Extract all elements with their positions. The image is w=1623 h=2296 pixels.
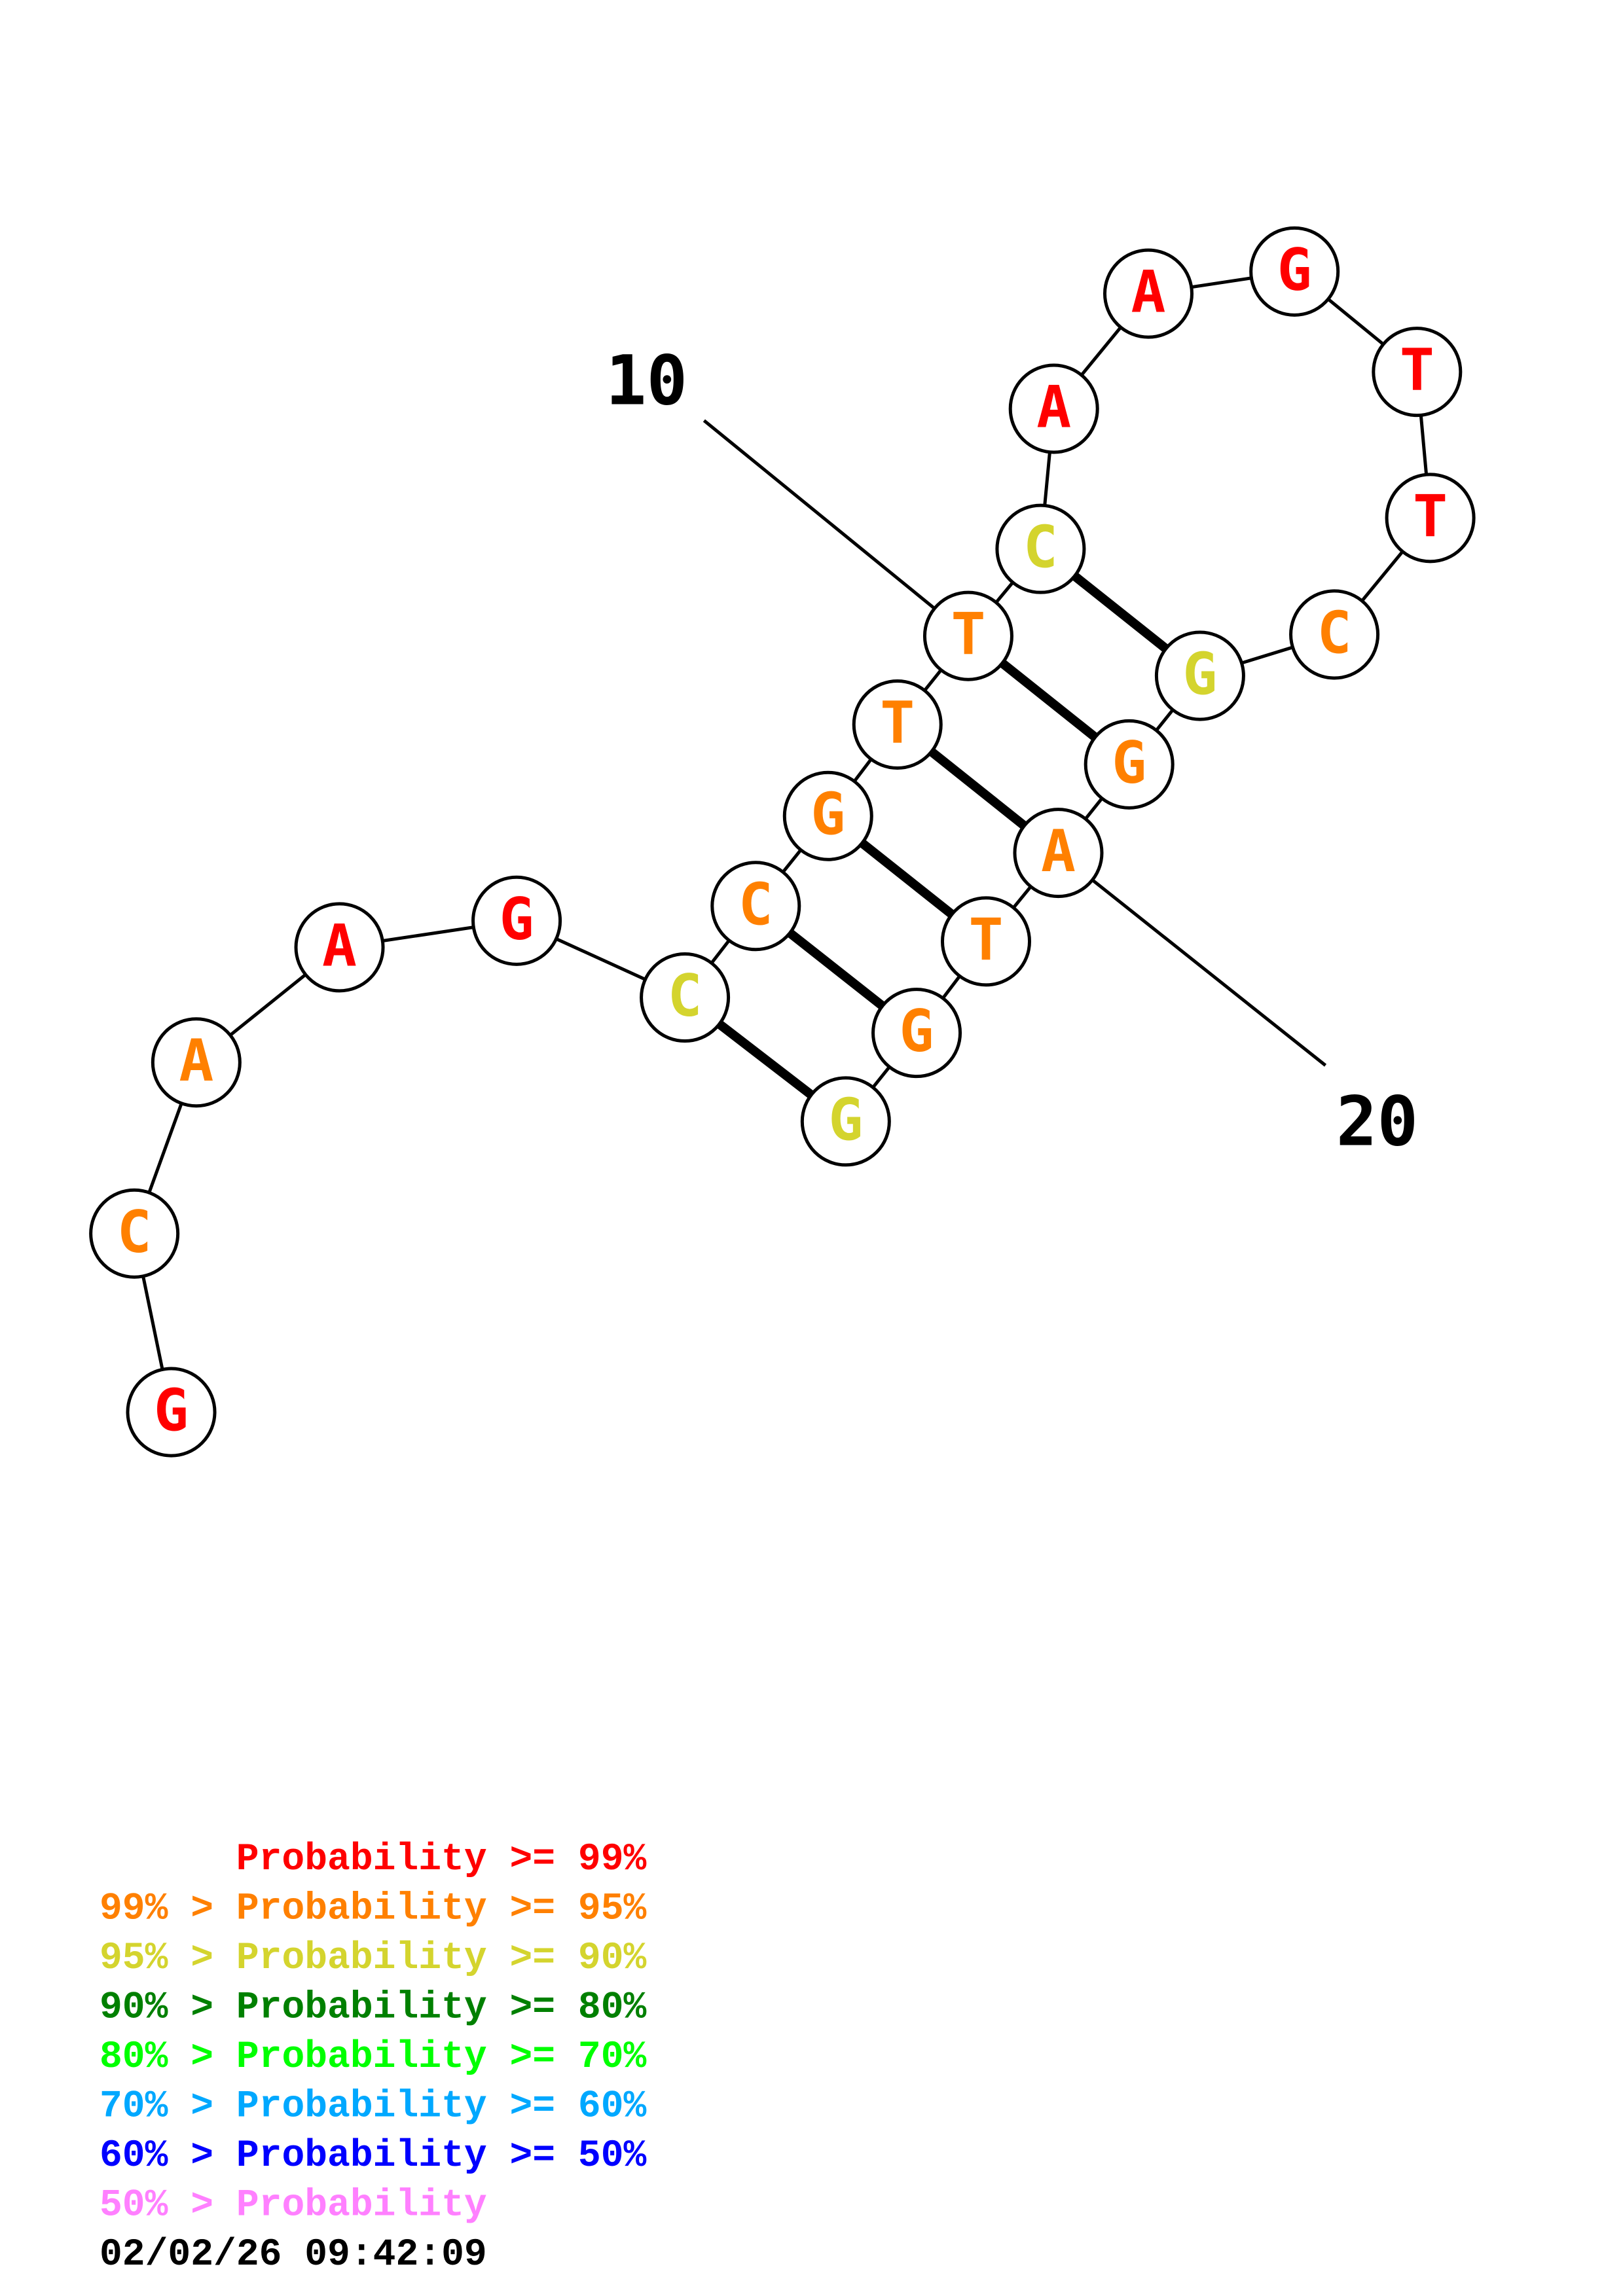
nucleotide-circle — [922, 590, 1013, 681]
nucleotide-circle — [940, 896, 1032, 987]
nucleotide-circle — [800, 1076, 891, 1167]
nucleotide: A — [1008, 363, 1099, 454]
position-label-layer: 10 20 — [606, 341, 1418, 1162]
nucleotide: C — [640, 952, 731, 1043]
nucleotide: G — [1249, 226, 1340, 317]
nucleotide: A — [1103, 248, 1194, 339]
legend-entry: Probability >= 99% — [236, 1839, 647, 1881]
nucleotide-base: G — [811, 781, 845, 848]
nucleotide-base: A — [1041, 817, 1076, 885]
nucleotide: T — [922, 590, 1013, 681]
timestamp: 02/02/26 09:42:09 — [100, 2234, 487, 2276]
nucleotide-circle — [151, 1017, 242, 1108]
legend-entry: 70% > Probability >= 60% — [100, 2086, 647, 2128]
nucleotide-circle — [1385, 473, 1476, 564]
nucleotide-base: G — [900, 997, 934, 1065]
nucleotide-circle — [1103, 248, 1194, 339]
nucleotide-base: A — [1131, 259, 1166, 326]
nucleotide-base: C — [1317, 599, 1352, 666]
nucleotide: C — [1289, 589, 1380, 680]
legend-entry: 50% > Probability — [100, 2185, 487, 2227]
nucleotide-circle — [294, 902, 385, 993]
nucleotide-base: G — [1277, 236, 1312, 304]
backbone-layer — [132, 270, 1432, 1413]
nucleotide: G — [126, 1367, 217, 1458]
probability-legend: Probability >= 99% 99% > Probability >= 9… — [100, 1839, 647, 2227]
nucleotide-base: A — [1036, 373, 1071, 440]
nucleotide-circle — [871, 988, 962, 1079]
nucleotide-circle — [640, 952, 731, 1043]
legend-entry: 99% > Probability >= 95% — [100, 1888, 647, 1931]
nucleotide-base: C — [1023, 514, 1058, 581]
nucleotide-base: G — [1112, 729, 1146, 797]
nucleotide-base: G — [154, 1377, 189, 1444]
nucleotide: G — [871, 988, 962, 1079]
position-label-lines — [702, 419, 1327, 1067]
nucleotide-circle — [1249, 226, 1340, 317]
nucleotide: T — [940, 896, 1032, 987]
position-label: 10 — [606, 341, 687, 421]
nucleotide: G — [471, 875, 562, 966]
nucleotide: A — [151, 1017, 242, 1108]
nucleotide: G — [782, 770, 873, 861]
legend-entry: 80% > Probability >= 70% — [100, 2036, 647, 2079]
nucleotide-circle — [1372, 327, 1463, 418]
nucleotide-circle — [710, 861, 801, 952]
nucleotide-base: C — [117, 1198, 152, 1266]
nucleotide-circle — [1289, 589, 1380, 680]
nucleotide-base: A — [322, 912, 357, 979]
legend-entry: 60% > Probability >= 50% — [100, 2135, 647, 2178]
nucleotide-circle — [89, 1188, 180, 1279]
nucleotide: T — [1385, 473, 1476, 564]
nucleotide: G — [1084, 719, 1175, 810]
nucleotide-circle — [1154, 630, 1245, 721]
nucleotide: A — [294, 902, 385, 993]
nucleotide-base: A — [179, 1027, 213, 1094]
position-label-line — [702, 419, 970, 637]
nucleotide-circle — [852, 679, 943, 770]
nucleotide-circle — [995, 503, 1086, 594]
nucleotide-base: T — [1413, 482, 1448, 550]
nucleotide-base: T — [880, 689, 915, 757]
nucleotide-circle — [1008, 363, 1099, 454]
nucleotide-circle — [782, 770, 873, 861]
nucleotide: C — [710, 861, 801, 952]
nucleotide-circle — [1013, 808, 1104, 899]
nucleotide-circle — [1084, 719, 1175, 810]
nucleotide-base: T — [951, 601, 985, 668]
nucleotide-circle — [471, 875, 562, 966]
legend-entry: 95% > Probability >= 90% — [100, 1937, 647, 1980]
position-label-line — [1057, 852, 1327, 1067]
nucleotide-base: G — [500, 886, 534, 953]
nucleotide: G — [800, 1076, 891, 1167]
nucleotide: A — [1013, 808, 1104, 899]
nucleotide-circle — [126, 1367, 217, 1458]
nucleotide-base: G — [1182, 641, 1217, 708]
nucleotide-base: T — [1400, 336, 1434, 404]
nucleotide: C — [995, 503, 1086, 594]
nucleotide-base: C — [668, 962, 702, 1030]
position-label: 20 — [1336, 1081, 1418, 1161]
nucleotide-base: C — [739, 870, 773, 938]
nucleotide: T — [852, 679, 943, 770]
nucleotide: G — [1154, 630, 1245, 721]
nucleotide-base: G — [828, 1086, 863, 1153]
legend-entry: 90% > Probability >= 80% — [100, 1987, 647, 2030]
nucleotide: C — [89, 1188, 180, 1279]
nucleotide-base: T — [969, 906, 1004, 973]
nucleotide: T — [1372, 327, 1463, 418]
